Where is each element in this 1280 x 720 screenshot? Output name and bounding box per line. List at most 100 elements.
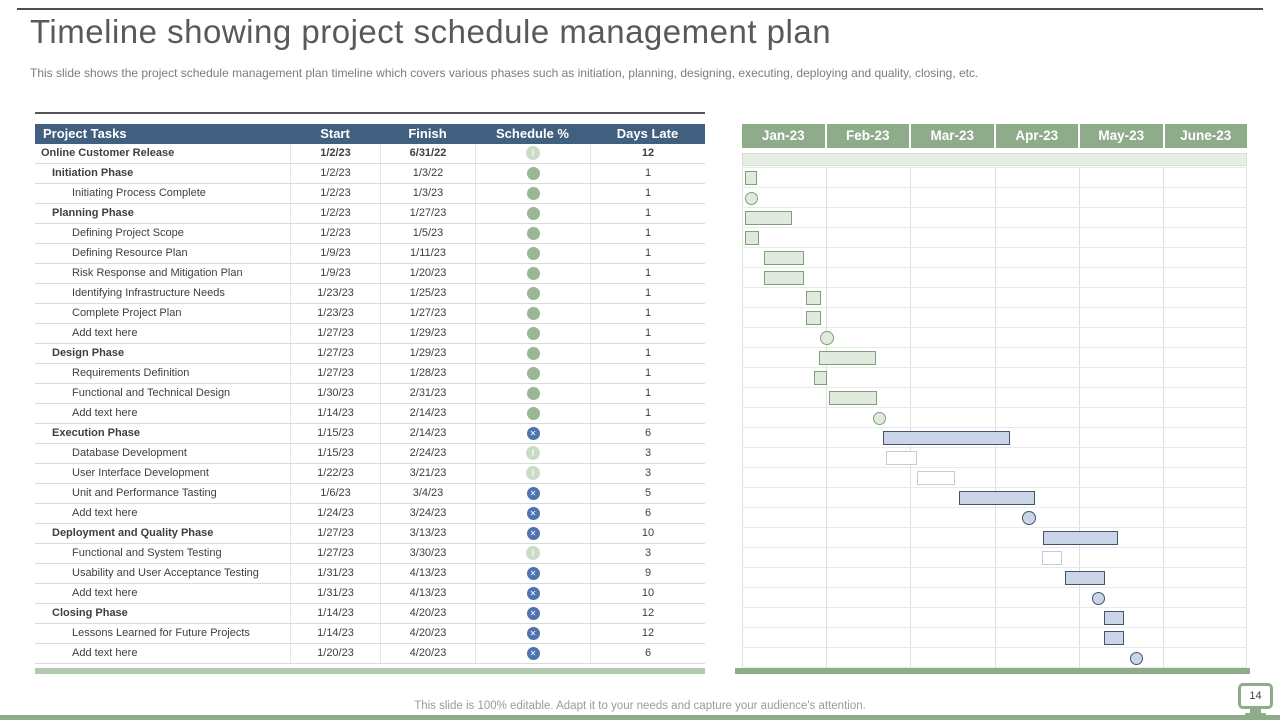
task-schedule-cell [475, 324, 590, 343]
task-days-late: 1 [590, 184, 705, 203]
task-finish-date: 3/30/23 [380, 544, 475, 563]
footer-note: This slide is 100% editable. Adapt it to… [414, 700, 866, 712]
table-row: Requirements Definition 1/27/23 1/28/23 1 [35, 364, 705, 384]
task-schedule-cell: ! [475, 464, 590, 483]
task-finish-date: 1/27/23 [380, 204, 475, 223]
task-schedule-cell: ✕ [475, 504, 590, 523]
gantt-month-apr: Apr-23 [995, 124, 1078, 148]
gantt-row [742, 488, 1247, 508]
task-finish-date: 4/20/23 [380, 644, 475, 663]
task-days-late: 12 [590, 604, 705, 623]
table-row: Add text here 1/14/23 2/14/23 1 [35, 404, 705, 424]
task-schedule-cell [475, 344, 590, 363]
table-row: Add text here 1/20/23 4/20/23 ✕ 6 [35, 644, 705, 664]
monitor-base-icon [1245, 713, 1266, 716]
gantt-row [742, 288, 1247, 308]
task-schedule-cell: ✕ [475, 644, 590, 663]
task-finish-date: 3/21/23 [380, 464, 475, 483]
table-row: Functional and Technical Design 1/30/23 2/… [35, 384, 705, 404]
task-days-late: 1 [590, 244, 705, 263]
task-days-late: 1 [590, 284, 705, 303]
task-finish-date: 4/13/23 [380, 564, 475, 583]
gantt-row [742, 248, 1247, 268]
gantt-month-jan: Jan-23 [742, 124, 825, 148]
gantt-bar [1104, 631, 1124, 645]
gantt-row [742, 388, 1247, 408]
gantt-bar [764, 271, 804, 285]
gantt-month-june: June-23 [1164, 124, 1247, 148]
task-name: User Interface Development [72, 467, 209, 479]
gantt-month-mar: Mar-23 [911, 124, 994, 148]
status-on-track-icon [526, 366, 540, 380]
status-on-track-icon [526, 206, 540, 220]
column-header-finish: Finish [408, 126, 447, 141]
task-name: Online Customer Release [41, 147, 175, 159]
task-name: Add text here [72, 587, 138, 599]
gantt-row [742, 528, 1247, 548]
task-days-late: 6 [590, 504, 705, 523]
task-schedule-cell [475, 184, 590, 203]
task-start-date: 1/23/23 [290, 304, 380, 323]
table-row: Database Development 1/15/23 2/24/23! 3 [35, 444, 705, 464]
task-schedule-cell [475, 284, 590, 303]
task-finish-date: 2/14/23 [380, 424, 475, 443]
task-days-late: 1 [590, 224, 705, 243]
gantt-bar [1042, 551, 1062, 565]
table-row: User Interface Development 1/22/23 3/21/23… [35, 464, 705, 484]
gantt-milestone [1130, 651, 1143, 665]
gantt-row [742, 348, 1247, 368]
task-days-late: 1 [590, 344, 705, 363]
table-header-row: Project Tasks Start Finish Schedule % Da… [35, 124, 705, 144]
gantt-bar [1104, 611, 1124, 625]
status-warning-icon: ! [526, 546, 540, 561]
status-late-icon: ✕ [526, 426, 540, 440]
gantt-row [742, 608, 1247, 628]
status-warning-icon: ! [526, 446, 540, 461]
task-start-date: 1/6/23 [290, 484, 380, 503]
gantt-row [742, 628, 1247, 648]
table-row: Add text here 1/31/23 4/13/23 ✕ 10 [35, 584, 705, 604]
task-start-date: 1/31/23 [290, 584, 380, 603]
gantt-row [742, 448, 1247, 468]
gantt-bar [917, 471, 955, 485]
task-finish-date: 3/24/23 [380, 504, 475, 523]
gantt-row [742, 228, 1247, 248]
task-days-late: 1 [590, 384, 705, 403]
task-name: Add text here [72, 407, 138, 419]
status-on-track-icon [526, 186, 540, 200]
task-days-late: 12 [590, 144, 705, 163]
task-finish-date: 4/20/23 [380, 624, 475, 643]
task-name: Functional and Technical Design [72, 387, 231, 399]
task-name: Add text here [72, 647, 138, 659]
task-days-late: 1 [590, 304, 705, 323]
status-on-track-icon [526, 326, 540, 340]
status-on-track-icon [526, 246, 540, 260]
task-finish-date: 1/27/23 [380, 304, 475, 323]
status-on-track-icon [526, 286, 540, 300]
gantt-milestone [1092, 591, 1105, 605]
gantt-bar [745, 211, 792, 225]
gantt-bar [745, 171, 757, 185]
task-days-late: 6 [590, 644, 705, 663]
gantt-bar [1043, 531, 1118, 545]
task-name: Initiating Process Complete [72, 187, 206, 199]
table-row: Planning Phase 1/2/23 1/27/23 1 [35, 204, 705, 224]
task-schedule-cell: ! [475, 444, 590, 463]
task-finish-date: 1/29/23 [380, 344, 475, 363]
gantt-row [742, 428, 1247, 448]
gantt-row [742, 468, 1247, 488]
gantt-bar [814, 371, 827, 385]
gantt-milestone [1022, 511, 1036, 525]
gantt-bar [829, 391, 877, 405]
gantt-gridline [910, 168, 911, 667]
table-row: Deployment and Quality Phase 1/27/23 3/13/… [35, 524, 705, 544]
status-late-icon: ✕ [526, 626, 540, 640]
task-name: Risk Response and Mitigation Plan [72, 267, 243, 279]
table-row: Closing Phase 1/14/23 4/20/23 ✕ 12 [35, 604, 705, 624]
status-late-icon: ✕ [526, 566, 540, 580]
task-finish-date: 1/3/22 [380, 164, 475, 183]
table-row: Usability and User Acceptance Testing 1/3… [35, 564, 705, 584]
task-schedule-cell [475, 264, 590, 283]
task-schedule-cell [475, 384, 590, 403]
task-start-date: 1/15/23 [290, 444, 380, 463]
